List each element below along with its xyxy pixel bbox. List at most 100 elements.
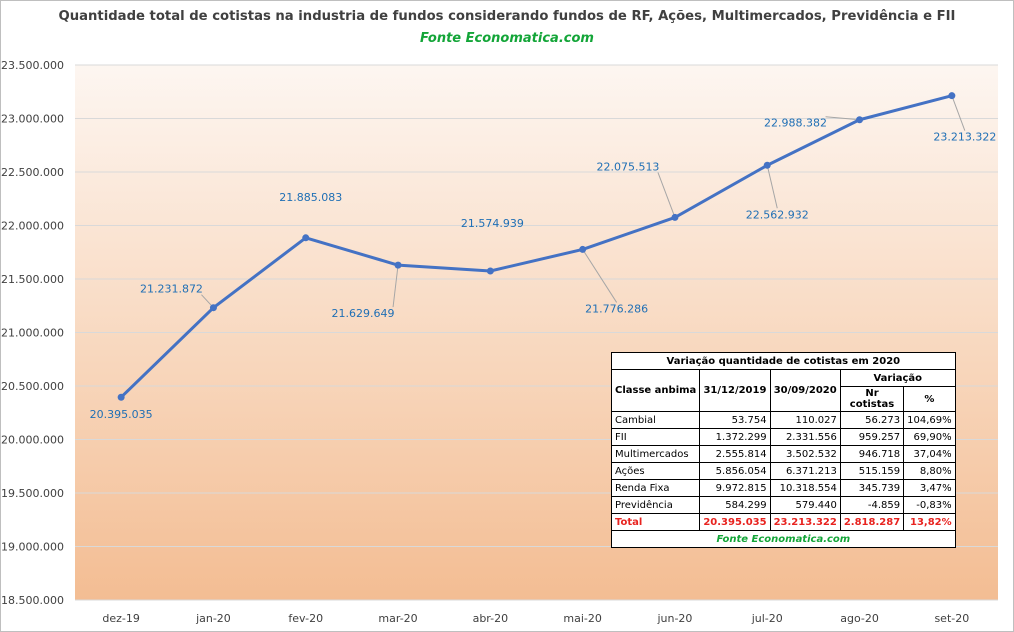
variation-table: Variação quantidade de cotistas em 2020 … bbox=[610, 352, 956, 548]
chart-source: Fonte Economatica.com bbox=[420, 31, 594, 46]
data-point bbox=[856, 116, 864, 124]
y-tick-label: 18.500.000 bbox=[1, 594, 64, 607]
cell-2019: 2.555.814 bbox=[699, 445, 771, 463]
data-point bbox=[209, 304, 217, 312]
cell-classe: Ações bbox=[610, 462, 701, 480]
header-nr-line1: Nr bbox=[865, 388, 879, 399]
leader-line bbox=[657, 172, 676, 218]
cell-2020: 2.331.556 bbox=[769, 428, 841, 446]
cell-2020: 3.502.532 bbox=[769, 445, 841, 463]
x-tick-label: ago-20 bbox=[840, 612, 879, 625]
cell-2020: 6.371.213 bbox=[769, 462, 841, 480]
cell-classe: Multimercados bbox=[610, 445, 701, 463]
x-tick-label: jul-20 bbox=[751, 612, 783, 625]
cell-total-classe: Total bbox=[610, 513, 701, 531]
cell-nr: -4.859 bbox=[839, 496, 905, 514]
y-tick-label: 21.500.000 bbox=[1, 273, 64, 286]
cell-2019: 53.754 bbox=[699, 411, 771, 429]
x-tick-label: set-20 bbox=[934, 612, 969, 625]
x-tick-label: mar-20 bbox=[378, 612, 417, 625]
x-tick-label: dez-19 bbox=[102, 612, 140, 625]
data-point bbox=[763, 161, 771, 169]
data-point bbox=[486, 267, 494, 275]
header-nr-line2: cotistas bbox=[849, 399, 895, 410]
cell-nr: 56.273 bbox=[839, 411, 905, 429]
data-point bbox=[579, 245, 587, 253]
cell-2019: 1.372.299 bbox=[699, 428, 771, 446]
cell-total-pct: 13,82% bbox=[903, 513, 956, 531]
x-tick-label: jun-20 bbox=[656, 612, 692, 625]
header-pct: % bbox=[903, 386, 956, 412]
data-point bbox=[302, 234, 310, 242]
header-variacao: Variação bbox=[839, 369, 956, 387]
cell-pct: 3,47% bbox=[903, 479, 956, 497]
series-line bbox=[120, 94, 953, 399]
cell-total-2019: 20.395.035 bbox=[699, 513, 771, 531]
cell-pct: 104,69% bbox=[903, 411, 956, 429]
data-label: 21.776.286 bbox=[585, 302, 648, 315]
data-label: 21.231.872 bbox=[140, 283, 203, 296]
data-label: 20.395.035 bbox=[90, 408, 153, 421]
cell-2020: 579.440 bbox=[769, 496, 841, 514]
y-tick-label: 19.000.000 bbox=[1, 541, 64, 554]
table-row: Renda Fixa 9.972.815 10.318.554 345.739 … bbox=[610, 479, 956, 497]
cell-classe: Previdência bbox=[610, 496, 701, 514]
cell-nr: 959.257 bbox=[839, 428, 905, 446]
cell-2019: 9.972.815 bbox=[699, 479, 771, 497]
cell-classe: Cambial bbox=[610, 411, 701, 429]
leader-line bbox=[582, 249, 618, 303]
cell-pct: 8,80% bbox=[903, 462, 956, 480]
cell-nr: 946.718 bbox=[839, 445, 905, 463]
data-label: 21.885.083 bbox=[279, 191, 342, 204]
cell-2019: 5.856.054 bbox=[699, 462, 771, 480]
cell-classe: FII bbox=[610, 428, 701, 446]
table-source: Fonte Economatica.com bbox=[611, 530, 956, 548]
y-tick-label: 19.500.000 bbox=[1, 487, 64, 500]
cell-pct: -0,83% bbox=[903, 496, 956, 514]
data-point bbox=[394, 261, 402, 269]
y-tick-label: 23.000.000 bbox=[1, 113, 64, 126]
leader-line bbox=[951, 95, 966, 131]
header-2020: 30/09/2020 bbox=[769, 369, 841, 412]
data-point bbox=[671, 213, 679, 221]
table-total-row: Total 20.395.035 23.213.322 2.818.287 13… bbox=[610, 513, 956, 531]
table-row: Multimercados 2.555.814 3.502.532 946.71… bbox=[610, 445, 956, 463]
cell-total-2020: 23.213.322 bbox=[769, 513, 841, 531]
y-tick-label: 23.500.000 bbox=[1, 59, 64, 72]
data-label: 22.562.932 bbox=[746, 208, 809, 221]
header-nr-cotistas: Nr cotistas bbox=[839, 386, 905, 412]
leader-line bbox=[825, 116, 860, 121]
header-classe: Classe anbima bbox=[610, 369, 701, 412]
y-tick-label: 21.000.000 bbox=[1, 327, 64, 340]
y-tick-label: 22.500.000 bbox=[1, 166, 64, 179]
data-point bbox=[948, 92, 956, 100]
table-row: FII 1.372.299 2.331.556 959.257 69,90% bbox=[610, 428, 956, 446]
leader-line bbox=[766, 165, 778, 209]
cell-classe: Renda Fixa bbox=[610, 479, 701, 497]
chart-title: Quantidade total de cotistas na industri… bbox=[58, 9, 956, 24]
cell-nr: 345.739 bbox=[839, 479, 905, 497]
table-title: Variação quantidade de cotistas em 2020 bbox=[611, 352, 956, 370]
y-tick-label: 20.500.000 bbox=[1, 380, 64, 393]
cell-2020: 10.318.554 bbox=[769, 479, 841, 497]
leader-line bbox=[392, 265, 399, 308]
y-tick-label: 22.000.000 bbox=[1, 220, 64, 233]
cell-total-nr: 2.818.287 bbox=[839, 513, 905, 531]
y-tick-label: 20.000.000 bbox=[1, 434, 64, 447]
table-row: Previdência 584.299 579.440 -4.859 -0,83… bbox=[610, 496, 956, 514]
data-label: 22.988.382 bbox=[764, 117, 827, 130]
data-label: 22.075.513 bbox=[596, 160, 659, 173]
table-row: Cambial 53.754 110.027 56.273 104,69% bbox=[610, 411, 956, 429]
x-tick-label: mai-20 bbox=[563, 612, 601, 625]
cell-pct: 69,90% bbox=[903, 428, 956, 446]
header-2019: 31/12/2019 bbox=[699, 369, 771, 412]
cell-2020: 110.027 bbox=[769, 411, 841, 429]
cell-nr: 515.159 bbox=[839, 462, 905, 480]
data-label: 21.574.939 bbox=[461, 217, 524, 230]
data-point bbox=[117, 393, 125, 401]
data-label: 23.213.322 bbox=[933, 131, 996, 144]
x-tick-label: jan-20 bbox=[195, 612, 231, 625]
cell-pct: 37,04% bbox=[903, 445, 956, 463]
x-tick-label: abr-20 bbox=[473, 612, 509, 625]
data-label: 21.629.649 bbox=[332, 307, 395, 320]
